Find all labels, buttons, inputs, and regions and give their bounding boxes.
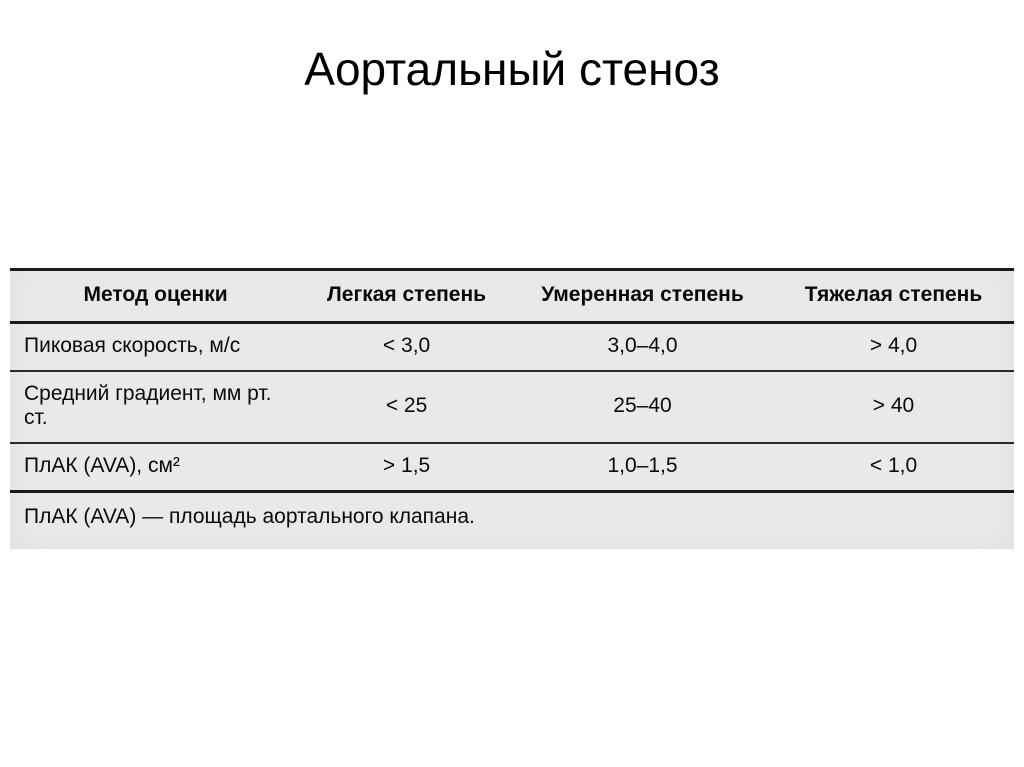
col-header-severe: Тяжелая степень: [773, 270, 1014, 323]
col-header-moderate: Умеренная степень: [512, 270, 773, 323]
col-header-method: Метод оценки: [10, 270, 301, 323]
cell-severe: < 1,0: [773, 443, 1014, 492]
cell-moderate: 1,0–1,5: [512, 443, 773, 492]
table-row: Средний градиент, мм рт. ст. < 25 25–40 …: [10, 371, 1014, 443]
cell-severe: > 40: [773, 371, 1014, 443]
cell-severe: > 4,0: [773, 323, 1014, 372]
table-row: ПлАК (AVA), см² > 1,5 1,0–1,5 < 1,0: [10, 443, 1014, 492]
cell-moderate: 3,0–4,0: [512, 323, 773, 372]
table-container: Метод оценки Легкая степень Умеренная ст…: [10, 268, 1014, 549]
row-label: Средний градиент, мм рт. ст.: [10, 371, 301, 443]
stenosis-table: Метод оценки Легкая степень Умеренная ст…: [10, 268, 1014, 493]
slide: Аортальный стеноз Метод оценки Легкая ст…: [0, 0, 1024, 767]
cell-mild: < 25: [301, 371, 512, 443]
cell-mild: > 1,5: [301, 443, 512, 492]
page-title: Аортальный стеноз: [0, 42, 1024, 96]
row-label: ПлАК (AVA), см²: [10, 443, 301, 492]
table-row: Пиковая скорость, м/с < 3,0 3,0–4,0 > 4,…: [10, 323, 1014, 372]
col-header-mild: Легкая степень: [301, 270, 512, 323]
table-footnote: ПлАК (AVA) — площадь аортального клапана…: [10, 493, 1014, 549]
cell-moderate: 25–40: [512, 371, 773, 443]
cell-mild: < 3,0: [301, 323, 512, 372]
row-label: Пиковая скорость, м/с: [10, 323, 301, 372]
table-header-row: Метод оценки Легкая степень Умеренная ст…: [10, 270, 1014, 323]
